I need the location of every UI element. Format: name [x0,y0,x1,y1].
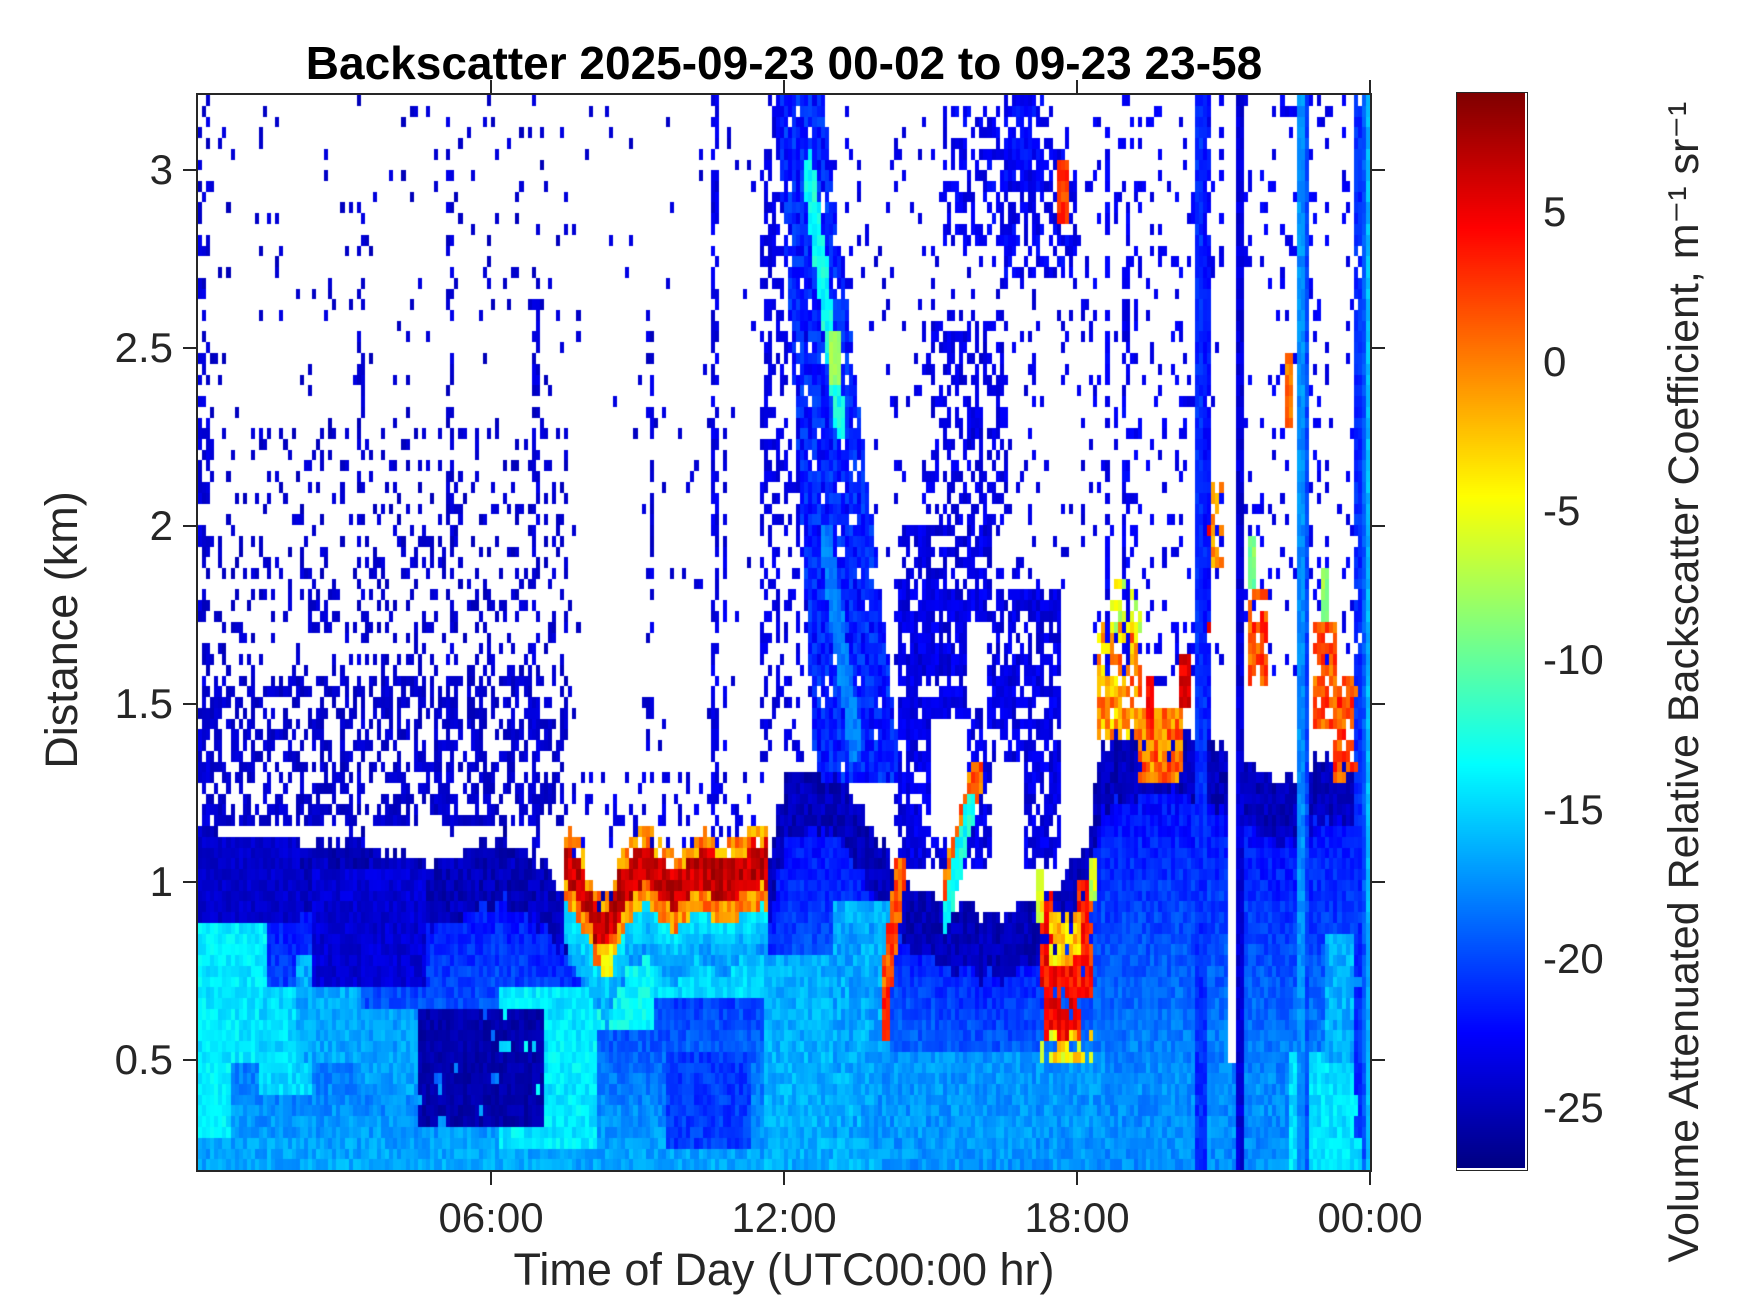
x-tick-top [490,80,492,93]
y-tick-label: 2 [149,502,173,549]
colorbar-tick-label: 5 [1543,188,1567,235]
x-tick-bottom [1369,1172,1371,1185]
y-tick-left [183,169,196,171]
colorbar-tick-label: -20 [1543,935,1604,982]
y-tick-left [183,1059,196,1061]
y-tick-label: 3 [149,146,173,193]
x-tick-bottom [490,1172,492,1185]
y-tick-left [183,525,196,527]
x-tick-label: 00:00 [1317,1194,1423,1241]
y-tick-right [1372,881,1385,883]
colorbar-gradient [1457,93,1525,1168]
y-tick-label: 1 [149,858,173,905]
y-tick-left [183,881,196,883]
x-tick-bottom [1076,1172,1078,1185]
colorbar-tick-label: 0 [1543,338,1567,385]
x-axis-label: Time of Day (UTC00:00 hr) [513,1244,1055,1295]
y-tick-label: 0.5 [114,1036,173,1083]
y-tick-right [1372,169,1385,171]
colorbar-tick-label: -15 [1543,786,1604,833]
x-tick-label: 12:00 [731,1194,837,1241]
x-tick-label: 18:00 [1024,1194,1130,1241]
y-tick-left [183,347,196,349]
colorbar-tick-label: -5 [1543,487,1581,534]
y-tick-right [1372,703,1385,705]
colorbar-tick-label: -25 [1543,1084,1604,1131]
y-tick-right [1372,525,1385,527]
heatmap-canvas [198,95,1370,1170]
y-tick-label: 1.5 [114,680,173,727]
x-tick-top [783,80,785,93]
x-tick-bottom [783,1172,785,1185]
x-tick-top [1076,80,1078,93]
y-tick-right [1372,347,1385,349]
colorbar-tick-label: -10 [1543,636,1604,683]
y-axis-label: Distance (km) [36,491,87,769]
x-tick-top [1369,80,1371,93]
y-tick-right [1372,1059,1385,1061]
y-tick-label: 2.5 [114,324,173,371]
colorbar-label: Volume Attenuated Relative Backscatter C… [1660,101,1708,1263]
y-tick-left [183,703,196,705]
x-tick-label: 06:00 [438,1194,544,1241]
